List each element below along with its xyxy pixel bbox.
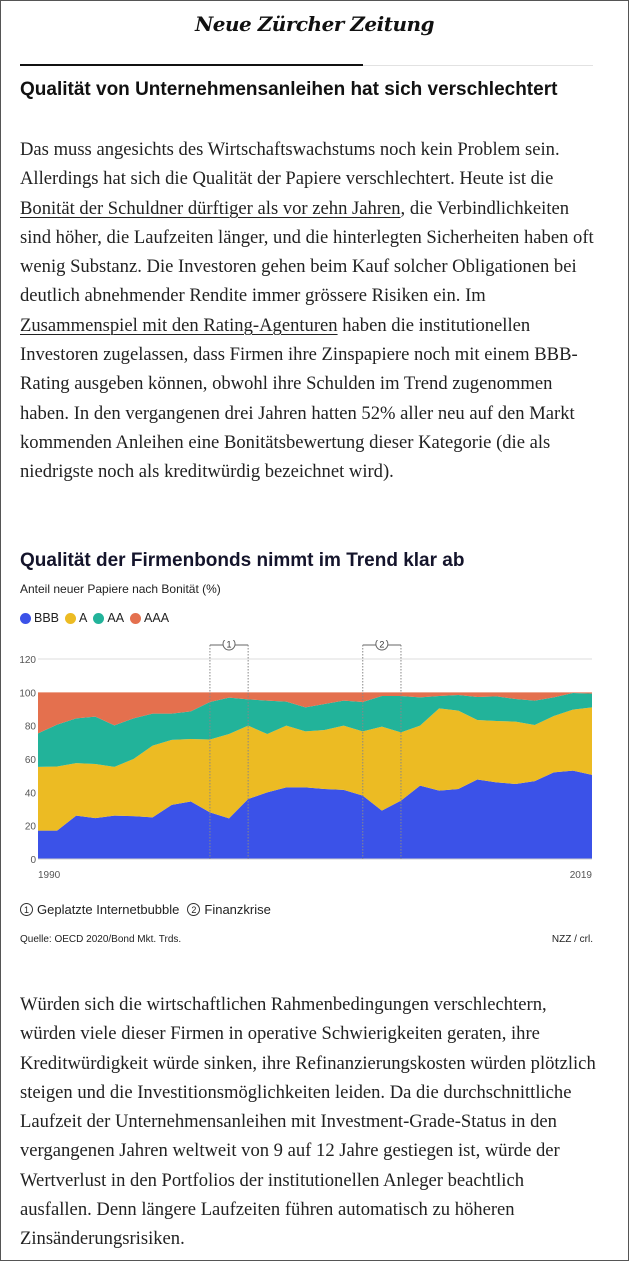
- legend-item-aa: AA: [93, 611, 124, 625]
- stacked-area-chart: 0 20 40 60 80 100 120 1990 2019 1 2: [19, 640, 593, 881]
- annotation-number: 2: [379, 640, 384, 650]
- y-tick-label: 120: [19, 655, 36, 666]
- divider-accent: [20, 64, 363, 66]
- y-tick-label: 0: [30, 855, 36, 866]
- area-aa: [38, 693, 592, 767]
- nzz-logo[interactable]: Neue Zürcher Zeitung: [194, 12, 435, 36]
- chart-source: Quelle: OECD 2020/Bond Mkt. Trds.: [20, 934, 182, 945]
- x-tick-label: 1990: [38, 870, 61, 881]
- legend-item-bbb: BBB: [20, 611, 59, 625]
- chart-credit: NZZ / crl.: [551, 934, 593, 945]
- annotation-label-2: Finanzkrise: [204, 902, 271, 917]
- legend-dot: [130, 612, 142, 624]
- annotation-number: 1: [227, 640, 232, 650]
- legend-item-a: A: [65, 611, 87, 625]
- legend-item-aaa: AAA: [130, 611, 169, 625]
- y-tick-label: 40: [25, 788, 37, 799]
- annotation-legend: 1 Geplatzte Internetbubble 2 Finanzkrise: [20, 902, 271, 917]
- chart-legend: BBB A AA AAA: [20, 611, 169, 625]
- link-bonitaet[interactable]: Bonität der Schuldner dürftiger als vor …: [20, 197, 401, 219]
- paragraph-1: Das muss angesichts des Wirtschaftswachs…: [20, 135, 598, 487]
- legend-dot: [20, 612, 31, 624]
- text: , die Verbindlichkeiten sind höher, die …: [20, 197, 594, 307]
- y-tick-label: 100: [19, 688, 36, 699]
- text: haben die institutionellen Investoren zu…: [20, 314, 578, 483]
- x-tick-label: 2019: [570, 870, 593, 881]
- chart-title: Qualität der Firmenbonds nimmt im Trend …: [20, 550, 465, 571]
- area-a: [38, 707, 592, 831]
- annotation-number-1: 1: [20, 903, 33, 916]
- legend-label: AA: [107, 611, 125, 625]
- legend-label: AAA: [144, 611, 170, 625]
- section-heading: Qualität von Unternehmensanleihen hat si…: [20, 79, 558, 100]
- text: Das muss angesichts des Wirtschaftswachs…: [20, 139, 560, 190]
- y-tick-label: 80: [25, 722, 37, 733]
- legend-dot: [65, 612, 77, 624]
- y-tick-label: 60: [25, 755, 37, 766]
- area-aaa: [38, 692, 592, 734]
- y-tick-label: 20: [25, 822, 37, 833]
- annotation-circle: [222, 640, 236, 651]
- legend-label: A: [79, 611, 88, 625]
- annotation-label-1: Geplatzte Internetbubble: [37, 902, 180, 917]
- paragraph-2: Würden sich die wirtschaftlichen Rahmenb…: [20, 994, 596, 1250]
- area-bbb: [38, 770, 592, 859]
- chart-subtitle: Anteil neuer Papiere nach Bonität (%): [20, 582, 221, 596]
- annotation-number-2: 2: [187, 903, 201, 916]
- legend-label: BBB: [34, 611, 60, 625]
- annotation-circle: [375, 640, 389, 651]
- link-rating-agenturen[interactable]: Zusammenspiel mit den Rating-Agenturen: [20, 314, 338, 336]
- legend-dot: [93, 612, 105, 624]
